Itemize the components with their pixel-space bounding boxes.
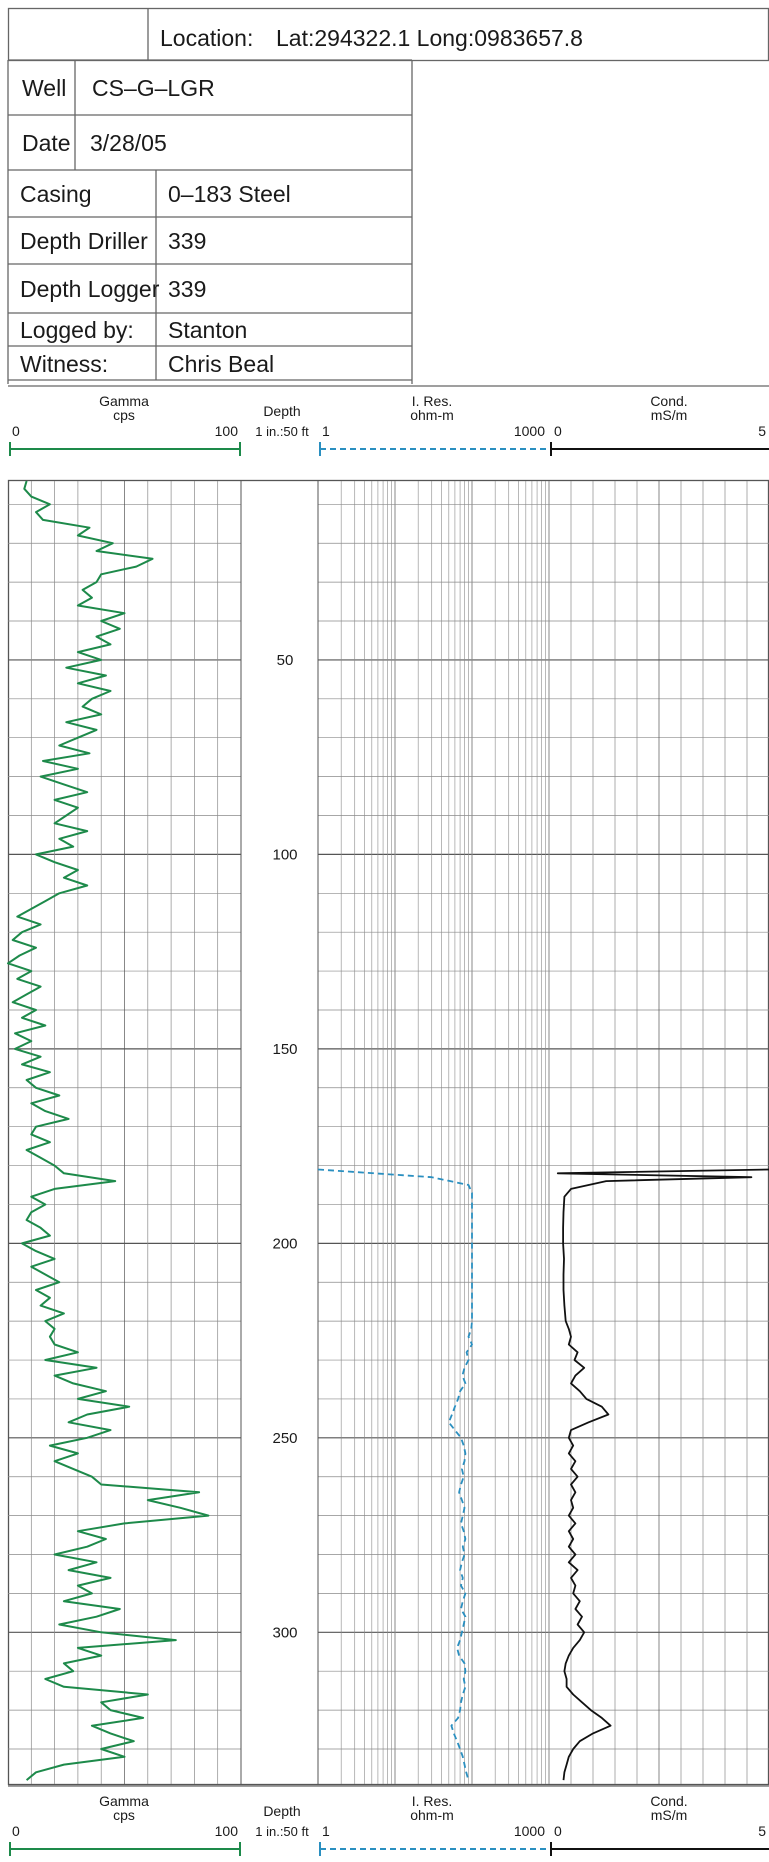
- depth-title: Depth: [263, 1803, 300, 1819]
- well-label: Well: [22, 75, 66, 101]
- cond-unit: mS/m: [651, 1807, 688, 1823]
- header-table: [7, 7, 769, 384]
- res-min: 1: [322, 1823, 330, 1839]
- depth-tick-label: 250: [272, 1430, 297, 1447]
- depth-scale: 1 in.:50 ft: [255, 424, 309, 439]
- gamma-max: 100: [215, 423, 239, 439]
- logged-by-value: Stanton: [168, 317, 247, 343]
- witness-label: Witness:: [20, 351, 108, 377]
- gamma-title: Gamma: [99, 393, 149, 409]
- res-unit: ohm-m: [410, 1807, 454, 1823]
- cond-unit: mS/m: [651, 407, 688, 423]
- gamma-min: 0: [12, 423, 20, 439]
- cond-title: Cond.: [650, 393, 687, 409]
- res-max: 1000: [514, 1823, 545, 1839]
- depth-labels: 50 100 150 200 250 300: [272, 652, 297, 1641]
- logged-by-label: Logged by:: [20, 317, 134, 343]
- cond-max: 5: [758, 1823, 766, 1839]
- depth-tick-label: 100: [272, 846, 297, 863]
- cond-min: 0: [554, 423, 562, 439]
- depth-scale: 1 in.:50 ft: [255, 1824, 309, 1839]
- depth-tick-label: 50: [277, 652, 294, 669]
- cond-title: Cond.: [650, 1793, 687, 1809]
- chart-grid: [8, 481, 769, 1784]
- resistivity-curve: [317, 1168, 473, 1781]
- cond-max: 5: [758, 423, 766, 439]
- cond-min: 0: [554, 1823, 562, 1839]
- witness-value: Chris Beal: [168, 351, 274, 377]
- date-label: Date: [22, 130, 71, 156]
- gamma-title: Gamma: [99, 1793, 149, 1809]
- res-max: 1000: [514, 423, 545, 439]
- location-value: Lat:294322.1 Long:0983657.8: [276, 25, 583, 51]
- well-value: CS–G–LGR: [92, 75, 215, 101]
- gamma-max: 100: [215, 1823, 239, 1839]
- depth-tick-label: 200: [272, 1235, 297, 1252]
- date-value: 3/28/05: [90, 130, 167, 156]
- depth-logger-value: 339: [168, 276, 206, 302]
- conductivity-curve: [556, 1168, 769, 1781]
- location-label: Location:: [160, 25, 253, 51]
- res-unit: ohm-m: [410, 407, 454, 423]
- depth-driller-label: Depth Driller: [20, 228, 148, 254]
- log-curves: [7, 480, 769, 1781]
- depth-driller-value: 339: [168, 228, 206, 254]
- depth-tick-label: 300: [272, 1624, 297, 1641]
- gamma-curve: [7, 480, 210, 1781]
- res-min: 1: [322, 423, 330, 439]
- casing-value: 0–183 Steel: [168, 181, 291, 207]
- depth-tick-label: 150: [272, 1041, 297, 1058]
- depth-title: Depth: [263, 403, 300, 419]
- depth-logger-label: Depth Logger: [20, 276, 160, 302]
- gamma-unit: cps: [113, 1807, 135, 1823]
- chart-frame: [7, 479, 769, 1786]
- gamma-unit: cps: [113, 407, 135, 423]
- gamma-min: 0: [12, 1823, 20, 1839]
- res-title: I. Res.: [412, 1793, 452, 1809]
- res-title: I. Res.: [412, 393, 452, 409]
- casing-label: Casing: [20, 181, 92, 207]
